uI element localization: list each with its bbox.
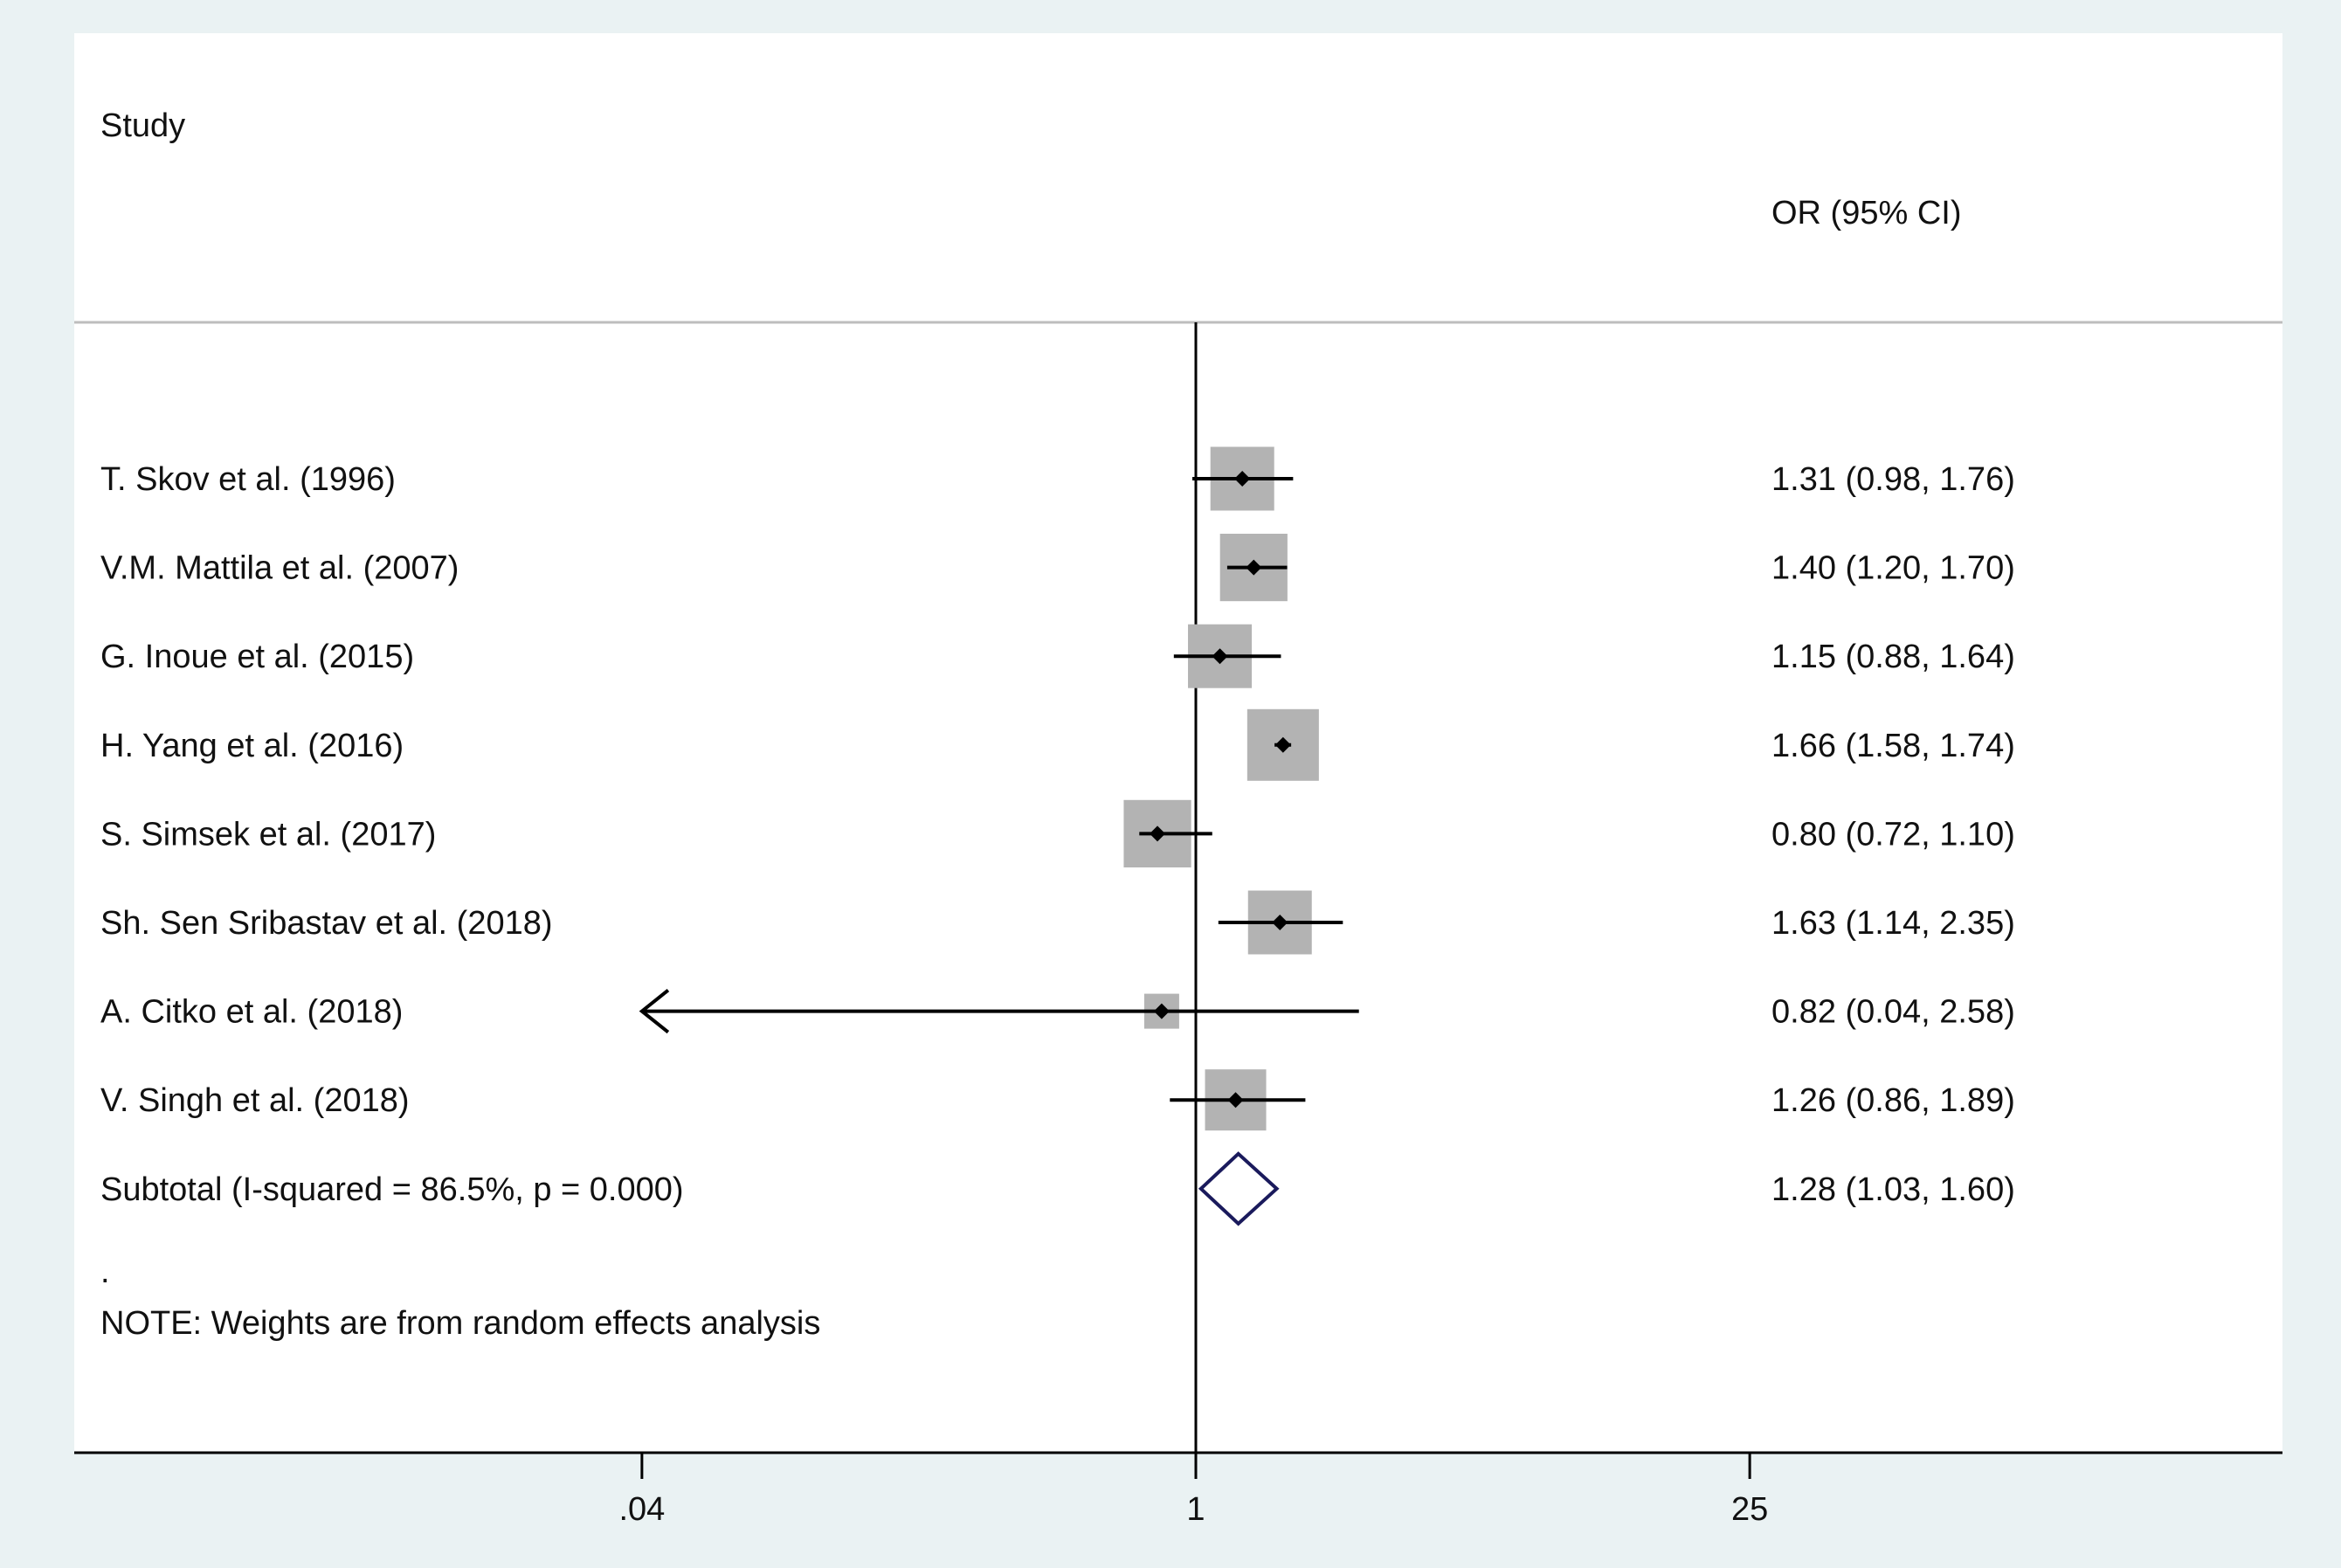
study-ci-value: 1.66 (1.58, 1.74) <box>1771 728 2015 764</box>
subtotal-diamond <box>1198 1151 1280 1226</box>
study-ci-value: 1.15 (0.88, 1.64) <box>1771 639 2015 675</box>
x-tick-label: 1 <box>1186 1491 1205 1528</box>
study-label: S. Simsek et al. (2017) <box>100 816 436 853</box>
point-estimate-marker <box>1153 1003 1170 1019</box>
study-column-header: Study <box>100 107 185 144</box>
study-ci-value: 1.63 (1.14, 2.35) <box>1771 905 2015 942</box>
study-label: G. Inoue et al. (2015) <box>100 639 414 675</box>
weights-note: NOTE: Weights are from random effects an… <box>100 1305 820 1342</box>
point-estimate-marker <box>1150 825 1166 842</box>
study-ci-value: 0.80 (0.72, 1.10) <box>1771 816 2015 853</box>
study-label: Sh. Sen Sribastav et al. (2018) <box>100 905 553 942</box>
point-estimate-marker <box>1227 1092 1244 1109</box>
point-estimate-marker <box>1212 648 1228 665</box>
x-axis-ticks: .04 1 25 <box>618 1453 1768 1528</box>
study-label: T. Skov et al. (1996) <box>100 461 396 498</box>
study-label: H. Yang et al. (2016) <box>100 728 404 764</box>
row-labels: T. Skov et al. (1996) 1.31 (0.98, 1.76) V.… <box>100 461 2015 1208</box>
point-estimate-marker <box>1274 736 1291 753</box>
x-tick-label: 25 <box>1731 1491 1768 1528</box>
point-estimate-marker <box>1246 559 1262 576</box>
ci-column-header: OR (95% CI) <box>1771 195 1961 231</box>
study-ci-value: 0.82 (0.04, 2.58) <box>1771 994 2015 1031</box>
x-tick-label: .04 <box>618 1491 665 1528</box>
subtotal-ci-value: 1.28 (1.03, 1.60) <box>1771 1171 2015 1208</box>
study-label: V. Singh et al. (2018) <box>100 1082 410 1119</box>
study-label: A. Citko et al. (2018) <box>100 994 403 1031</box>
plot-panel <box>74 33 2282 1453</box>
study-ci-value: 1.26 (0.86, 1.89) <box>1771 1082 2015 1119</box>
study-label: V.M. Mattila et al. (2007) <box>100 550 459 587</box>
study-ci-value: 1.40 (1.20, 1.70) <box>1771 550 2015 587</box>
ci-truncation-arrow <box>639 989 670 1034</box>
note-dot: . <box>100 1254 110 1290</box>
study-ci-value: 1.31 (0.98, 1.76) <box>1771 461 2015 498</box>
subtotal-label: Subtotal (I-squared = 86.5%, p = 0.000) <box>100 1171 684 1208</box>
point-estimate-marker <box>1272 915 1288 930</box>
forest-marks <box>639 322 1359 1453</box>
point-estimate-marker <box>1234 471 1251 487</box>
